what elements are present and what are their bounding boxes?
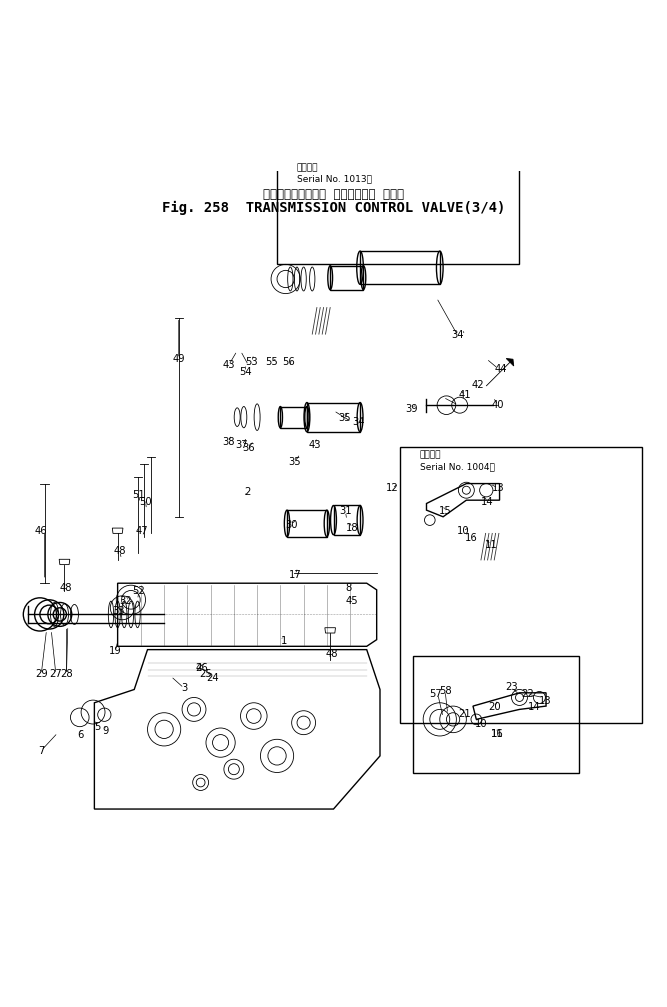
Text: 18: 18	[346, 523, 358, 533]
Text: 10: 10	[475, 719, 488, 729]
Text: 16: 16	[491, 729, 504, 739]
Text: 1: 1	[281, 636, 287, 646]
Text: 28: 28	[60, 670, 73, 679]
Text: Serial No. 1004～: Serial No. 1004～	[420, 462, 495, 471]
Text: 14: 14	[528, 703, 540, 712]
Bar	[277, 151, 520, 265]
Text: 52: 52	[133, 586, 145, 596]
Text: 31: 31	[339, 507, 352, 517]
Text: 22: 22	[521, 689, 534, 699]
Text: 35: 35	[289, 456, 301, 466]
Bar	[414, 657, 579, 772]
Text: 27: 27	[49, 670, 62, 679]
Text: 17: 17	[289, 570, 301, 580]
Text: 46: 46	[35, 527, 47, 537]
Text: 47: 47	[136, 527, 149, 537]
Text: 40: 40	[492, 400, 504, 410]
Text: 13: 13	[492, 483, 504, 493]
Text: 43: 43	[309, 440, 321, 450]
Text: 8: 8	[345, 583, 352, 593]
Text: 50: 50	[139, 496, 152, 507]
Text: 3: 3	[181, 683, 187, 693]
Text: 25: 25	[199, 670, 211, 679]
Text: 53: 53	[245, 357, 258, 367]
Text: 23: 23	[505, 683, 518, 693]
Text: 16: 16	[466, 533, 478, 543]
Text: 41: 41	[459, 391, 472, 400]
Text: 19: 19	[109, 645, 122, 656]
Text: 42: 42	[472, 381, 485, 391]
Text: 48: 48	[113, 547, 126, 556]
Text: 2: 2	[244, 486, 250, 496]
Text: 10: 10	[457, 527, 470, 537]
Text: 56: 56	[282, 357, 295, 367]
Text: 20: 20	[488, 703, 500, 712]
Text: 38: 38	[222, 437, 235, 447]
Text: 32: 32	[119, 596, 132, 606]
Text: 11: 11	[484, 540, 498, 550]
Bar	[400, 447, 642, 723]
Text: 適用号番: 適用号番	[420, 450, 442, 459]
Text: 51: 51	[133, 489, 145, 499]
Text: 45: 45	[346, 596, 358, 606]
Text: 4: 4	[195, 663, 202, 673]
Polygon shape	[506, 358, 514, 366]
Text: 33: 33	[113, 606, 125, 616]
Text: 48: 48	[59, 583, 72, 593]
Text: 39: 39	[406, 404, 418, 414]
Text: 13: 13	[538, 696, 551, 706]
Text: 54: 54	[239, 367, 251, 377]
Text: Serial No. 1013〜: Serial No. 1013〜	[297, 174, 372, 183]
Text: 37: 37	[235, 440, 248, 450]
Text: 30: 30	[285, 520, 298, 530]
Text: 57: 57	[429, 689, 442, 699]
Text: 適用号番: 適用号番	[297, 163, 318, 172]
Text: 9: 9	[103, 726, 109, 736]
Text: 34: 34	[352, 417, 364, 427]
Text: Fig. 258  TRANSMISSION CONTROL VALVE(3/4): Fig. 258 TRANSMISSION CONTROL VALVE(3/4)	[162, 200, 505, 215]
Text: トランスミッション  コントロール  バルブ: トランスミッション コントロール バルブ	[263, 188, 404, 201]
Text: 48: 48	[325, 650, 338, 660]
Text: 35: 35	[338, 414, 351, 424]
Text: 12: 12	[386, 483, 398, 493]
Text: 58: 58	[439, 686, 452, 696]
Text: 24: 24	[206, 673, 219, 683]
Text: 7: 7	[38, 745, 45, 755]
Text: 55: 55	[265, 357, 278, 367]
Text: 26: 26	[195, 663, 208, 673]
Text: 5: 5	[95, 722, 101, 732]
Text: 14: 14	[482, 496, 494, 507]
Text: 11: 11	[491, 729, 504, 739]
Text: 44: 44	[495, 364, 507, 374]
Text: 29: 29	[35, 670, 47, 679]
Text: 21: 21	[459, 709, 472, 719]
Text: 6: 6	[77, 730, 83, 740]
Text: 43: 43	[222, 361, 235, 371]
Text: 34: 34	[452, 330, 464, 340]
Text: 15: 15	[439, 507, 452, 517]
Text: 36: 36	[242, 443, 255, 453]
Text: 49: 49	[173, 353, 185, 364]
